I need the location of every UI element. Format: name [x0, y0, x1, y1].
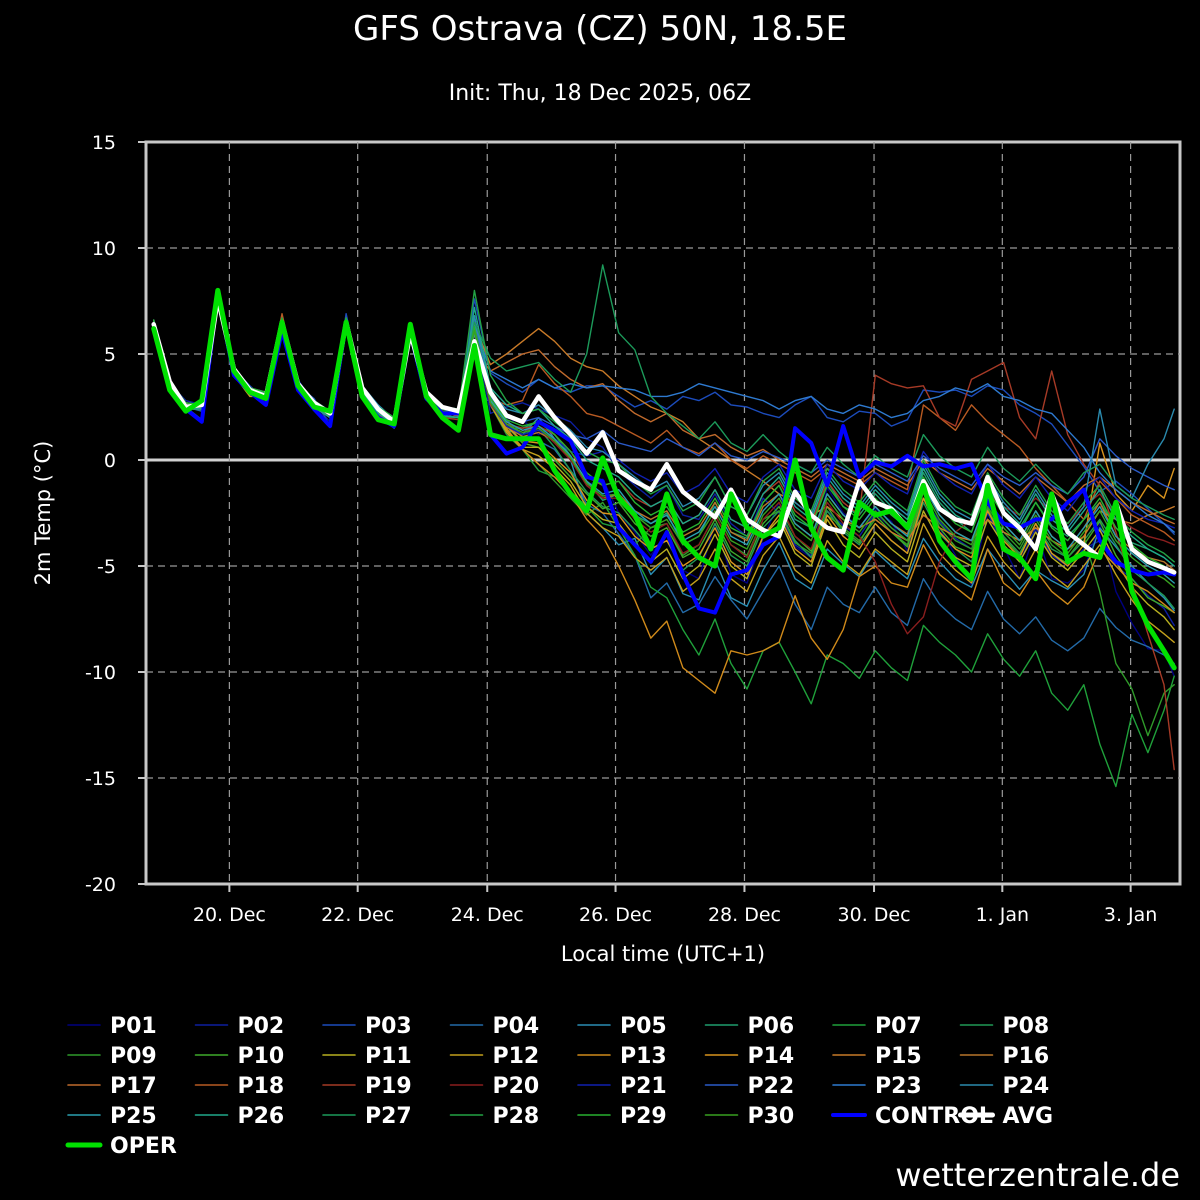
- y-tick-label: -20: [85, 874, 116, 896]
- y-tick-label: -15: [85, 768, 116, 790]
- legend-item-p25[interactable]: P25: [67, 1104, 157, 1129]
- legend-label: P17: [110, 1074, 157, 1099]
- x-tick-label: 1. Jan: [976, 904, 1029, 926]
- legend-item-p08[interactable]: P08: [959, 1014, 1050, 1039]
- legend-item-p23[interactable]: P23: [832, 1074, 922, 1099]
- legend-label: P06: [748, 1014, 795, 1039]
- legend-label: P05: [620, 1014, 667, 1039]
- legend-item-p22[interactable]: P22: [704, 1074, 795, 1099]
- chart-subtitle: Init: Thu, 18 Dec 2025, 06Z: [449, 81, 751, 106]
- x-tick-label: 24. Dec: [451, 904, 524, 926]
- series-line-control: [151, 292, 1177, 615]
- legend-item-p21[interactable]: P21: [577, 1074, 667, 1099]
- x-tick-label: 30. Dec: [838, 904, 911, 926]
- chart-title: GFS Ostrava (CZ) 50N, 18.5E: [353, 9, 847, 49]
- legend-item-p14[interactable]: P14: [704, 1044, 795, 1069]
- legend: P01 P02 P03 P04 P05 P06 P07 P08 P09 P10 P11 P12 P13 P…: [65, 1014, 1054, 1159]
- x-tick-label: 26. Dec: [579, 904, 652, 926]
- legend-item-p07[interactable]: P07: [832, 1014, 922, 1039]
- legend-label: P09: [110, 1044, 157, 1069]
- y-tick-label: -5: [97, 556, 116, 578]
- y-axis-label: 2m Temp (°C): [31, 441, 55, 586]
- legend-label: P02: [238, 1014, 285, 1039]
- x-tick-label: 28. Dec: [708, 904, 781, 926]
- legend-item-p12[interactable]: P12: [449, 1044, 540, 1069]
- x-tick-label: 3. Jan: [1104, 904, 1157, 926]
- legend-label: P21: [620, 1074, 667, 1099]
- legend-label: P22: [748, 1074, 795, 1099]
- legend-item-p26[interactable]: P26: [194, 1104, 285, 1129]
- y-tick-label: 5: [104, 344, 116, 366]
- legend-item-p29[interactable]: P29: [577, 1104, 667, 1129]
- legend-label: P07: [875, 1014, 922, 1039]
- y-tick-label: 15: [92, 132, 116, 154]
- legend-item-p19[interactable]: P19: [322, 1074, 412, 1099]
- legend-item-p30[interactable]: P30: [704, 1104, 795, 1129]
- legend-item-p01[interactable]: P01: [67, 1014, 157, 1039]
- legend-label: P26: [238, 1104, 285, 1129]
- legend-item-p03[interactable]: P03: [322, 1014, 412, 1039]
- legend-label: P30: [748, 1104, 795, 1129]
- legend-item-p10[interactable]: P10: [194, 1044, 285, 1069]
- legend-item-p27[interactable]: P27: [322, 1104, 412, 1129]
- legend-item-oper[interactable]: OPER: [65, 1134, 177, 1159]
- y-tick-label: 0: [104, 450, 116, 472]
- legend-item-p24[interactable]: P24: [959, 1074, 1050, 1099]
- y-tick-label: -10: [85, 662, 116, 684]
- legend-label: P18: [238, 1074, 285, 1099]
- legend-label: P12: [493, 1044, 540, 1069]
- legend-label: P29: [620, 1104, 667, 1129]
- legend-item-p02[interactable]: P02: [194, 1014, 285, 1039]
- series-line-oper: [151, 287, 1177, 671]
- legend-label: P23: [875, 1074, 922, 1099]
- legend-label: P13: [620, 1044, 667, 1069]
- legend-label: P28: [493, 1104, 540, 1129]
- legend-item-p13[interactable]: P13: [577, 1044, 667, 1069]
- legend-label: P15: [875, 1044, 922, 1069]
- legend-label: P11: [365, 1044, 412, 1069]
- legend-label: AVG: [1003, 1104, 1054, 1129]
- legend-label: P08: [1003, 1014, 1050, 1039]
- legend-label: P01: [110, 1014, 157, 1039]
- y-tick-label: 10: [92, 238, 116, 260]
- series-lines: [151, 264, 1177, 788]
- legend-label: P25: [110, 1104, 157, 1129]
- legend-item-p28[interactable]: P28: [449, 1104, 540, 1129]
- legend-label: P19: [365, 1074, 412, 1099]
- x-tick-label: 22. Dec: [321, 904, 394, 926]
- legend-label: P16: [1003, 1044, 1050, 1069]
- legend-item-p11[interactable]: P11: [322, 1044, 412, 1069]
- legend-label: P10: [238, 1044, 285, 1069]
- grid-lines: [146, 142, 1180, 884]
- legend-label: P14: [748, 1044, 795, 1069]
- legend-item-p18[interactable]: P18: [194, 1074, 285, 1099]
- x-axis-ticks: 20. Dec 22. Dec 24. Dec 26. Dec 28. Dec 30. D…: [193, 884, 1157, 926]
- legend-label: OPER: [110, 1134, 177, 1159]
- legend-item-p15[interactable]: P15: [832, 1044, 922, 1069]
- legend-label: P27: [365, 1104, 412, 1129]
- legend-item-p06[interactable]: P06: [704, 1014, 795, 1039]
- legend-label: P20: [493, 1074, 540, 1099]
- x-tick-label: 20. Dec: [193, 904, 266, 926]
- legend-item-p04[interactable]: P04: [449, 1014, 540, 1039]
- x-axis-label: Local time (UTC+1): [561, 942, 765, 966]
- y-axis-ticks: 15 10 5 0 -5 -10 -15 -20: [85, 132, 146, 896]
- legend-item-p05[interactable]: P05: [577, 1014, 667, 1039]
- legend-label: P24: [1003, 1074, 1050, 1099]
- series-line-p03: [153, 298, 1175, 535]
- legend-item-p17[interactable]: P17: [67, 1074, 157, 1099]
- legend-item-avg[interactable]: AVG: [958, 1104, 1054, 1129]
- site-credit: wetterzentrale.de: [895, 1156, 1180, 1194]
- legend-label: P04: [493, 1014, 540, 1039]
- legend-label: P03: [365, 1014, 412, 1039]
- legend-item-p09[interactable]: P09: [67, 1044, 157, 1069]
- legend-item-p16[interactable]: P16: [959, 1044, 1050, 1069]
- legend-item-p20[interactable]: P20: [449, 1074, 540, 1099]
